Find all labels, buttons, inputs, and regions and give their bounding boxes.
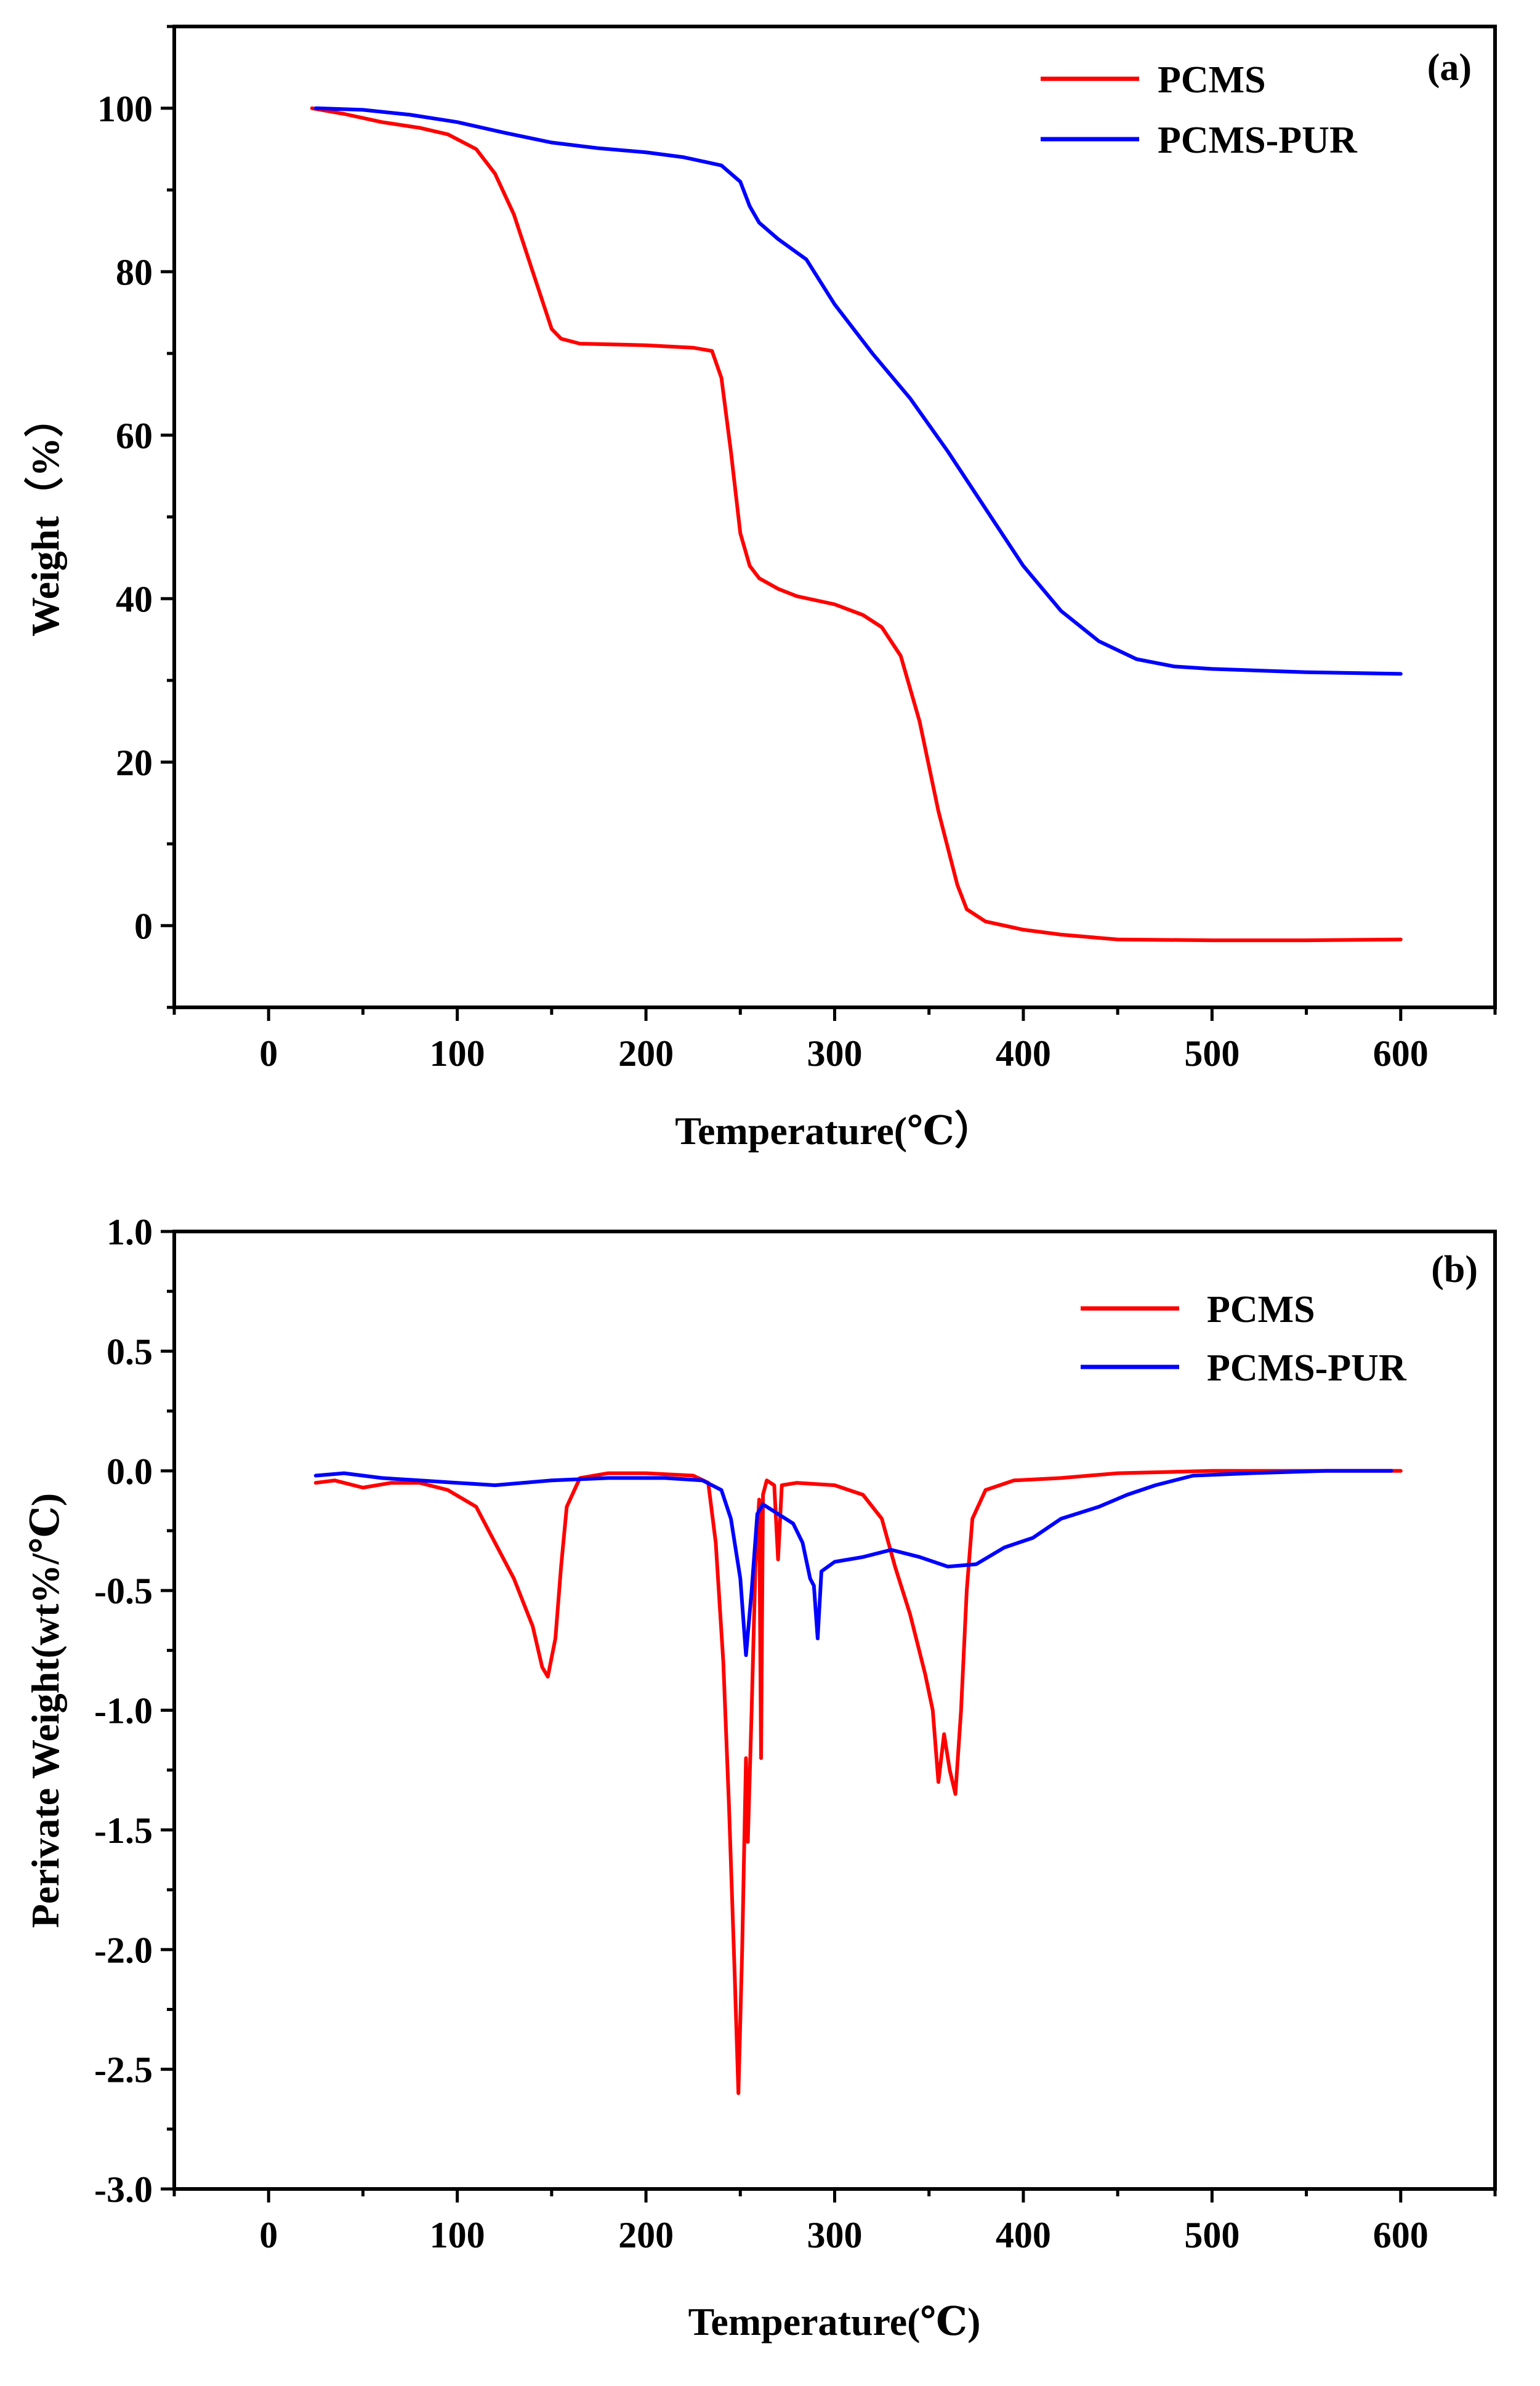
panel-a-y-tick-label: 40 xyxy=(116,579,153,619)
panel-b-x-axis-title: Temperature(℃) xyxy=(688,2300,981,2344)
panel-b-x-tick-label: 200 xyxy=(618,2215,674,2255)
panel-a-y-tick-label: 0 xyxy=(134,906,153,946)
panel-a-legend-label-pcms-pur: PCMS-PUR xyxy=(1158,119,1358,161)
panel-a-x-axis-title: Temperature(℃） xyxy=(675,1109,994,1153)
panel-b-legend: PCMS PCMS-PUR xyxy=(1081,1289,1407,1389)
panel-a-plot-frame xyxy=(172,25,1497,1009)
panel-b-dtg-chart: 0 100 200 300 400 500 600 -3.0 -2.5 -2.0 -1.5 -1.0… xyxy=(23,1212,1497,2344)
panel-a-x-tick-label: 100 xyxy=(430,1033,485,1074)
panel-b-x-tick-label: 300 xyxy=(807,2215,863,2255)
panel-a-y-tick-label: 80 xyxy=(116,252,153,292)
panel-b-y-tick-label: -2.5 xyxy=(94,2050,153,2090)
panel-b-legend-label-pcms: PCMS xyxy=(1207,1289,1315,1331)
panel-b-y-tick-label: -3.0 xyxy=(94,2169,153,2210)
panel-a-y-tick-label: 100 xyxy=(97,89,153,129)
panel-a-x-tick-label: 0 xyxy=(259,1033,278,1074)
panel-a-series-line-pcms-pur xyxy=(313,106,1403,676)
panel-a-y-tick-label: 60 xyxy=(116,416,153,456)
panel-b-x-tick-label: 400 xyxy=(996,2215,1051,2255)
panel-b-x-tick-label: 100 xyxy=(430,2215,485,2255)
panel-b-x-tick-label: 0 xyxy=(259,2215,278,2255)
panel-b-legend-label-pcms-pur: PCMS-PUR xyxy=(1207,1347,1407,1389)
panel-b-y-tick-label: 0.0 xyxy=(107,1451,153,1492)
panel-a-x-tick-label: 400 xyxy=(996,1033,1051,1074)
panel-b-y-tick-label: -1.5 xyxy=(94,1810,153,1851)
panel-a-y-tick-label: 20 xyxy=(116,743,153,783)
panel-b-y-tick-label: 1.0 xyxy=(107,1212,153,1252)
panel-b-y-axis-title: Perivate Weight(wt%/℃) xyxy=(23,1493,67,1928)
panel-a-legend-label-pcms: PCMS xyxy=(1158,59,1266,101)
panel-b-series-line-pcms-pur xyxy=(313,1469,1393,1658)
panel-a-x-tick-label: 200 xyxy=(618,1033,674,1074)
panel-a-x-tick-label: 300 xyxy=(807,1033,863,1074)
panel-b-y-tick-label: 0.5 xyxy=(107,1331,153,1372)
panel-a-series-line-pcms xyxy=(310,106,1403,943)
panel-a-label: (a) xyxy=(1427,47,1472,89)
panel-a-x-tick-label: 600 xyxy=(1373,1033,1429,1074)
panel-a-tga-chart: 0 100 200 300 400 500 600 0 20 40 60 80 100 Tempera… xyxy=(23,25,1497,1153)
panel-b-y-tick-label: -2.0 xyxy=(94,1930,153,1970)
panel-b-x-tick-label: 500 xyxy=(1184,2215,1240,2255)
panel-a-x-tick-label: 500 xyxy=(1184,1033,1240,1074)
panel-b-y-tick-label: -1.0 xyxy=(94,1691,153,1731)
panel-b-y-tick-label: -0.5 xyxy=(94,1571,153,1611)
panel-a-y-axis-title: Weight（%） xyxy=(23,398,67,637)
panel-a-legend: PCMS PCMS-PUR xyxy=(1041,59,1358,161)
panel-b-x-tick-label: 600 xyxy=(1373,2215,1429,2255)
panel-b-label: (b) xyxy=(1431,1249,1478,1291)
panel-b-series-line-pcms xyxy=(313,1469,1403,2095)
